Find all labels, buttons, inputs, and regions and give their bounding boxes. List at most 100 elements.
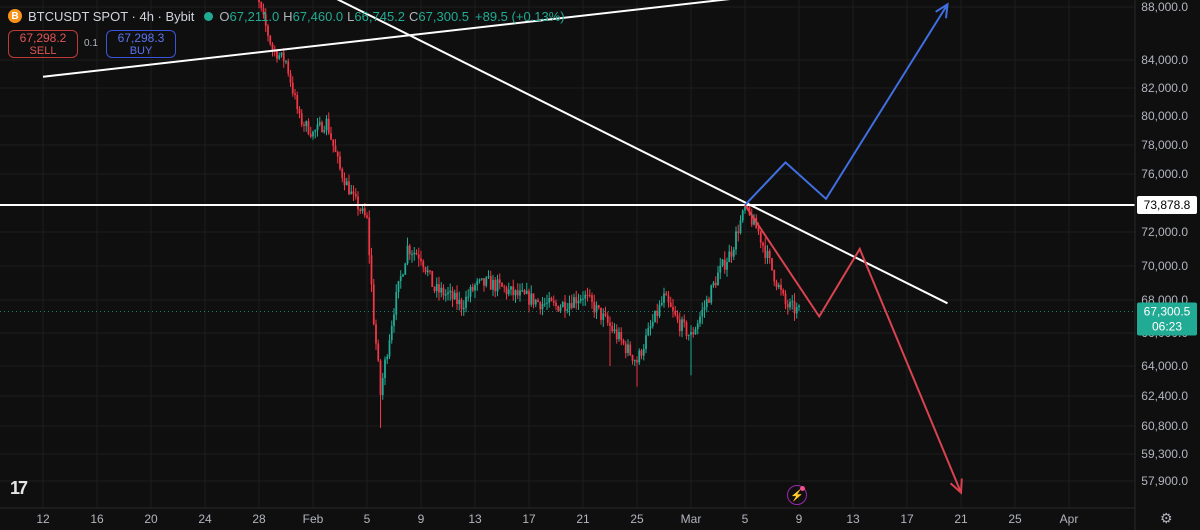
- candle-body: [379, 360, 382, 396]
- candle-body: [618, 331, 620, 340]
- candle-body: [316, 124, 319, 131]
- candle-body: [411, 254, 413, 256]
- candle-body: [503, 286, 506, 288]
- candle-body: [782, 289, 785, 294]
- candle-body: [435, 284, 438, 292]
- symbol-title[interactable]: BTCUSDT SPOT · 4h · Bybit: [28, 8, 195, 24]
- candle-body: [420, 258, 422, 262]
- candle-body: [390, 325, 393, 341]
- level-price-tag: [1137, 196, 1197, 214]
- candle-body: [651, 321, 654, 327]
- candle-body: [471, 286, 474, 291]
- candle-body: [658, 304, 661, 317]
- candle-body: [267, 25, 269, 36]
- candle-body: [480, 278, 483, 280]
- candle-body: [289, 73, 292, 83]
- time-tick-label: 5: [364, 512, 371, 526]
- candle-body: [676, 314, 679, 320]
- candle-body: [588, 295, 591, 297]
- candle-body: [359, 209, 362, 212]
- candle-body: [717, 272, 719, 286]
- candle-body: [609, 322, 611, 326]
- price-tick-label: 88,000.0: [1141, 0, 1188, 14]
- time-tick-label: 9: [418, 512, 425, 526]
- candle-body: [683, 319, 686, 323]
- candle-body: [568, 303, 571, 310]
- candle-body: [732, 249, 735, 257]
- tradingview-logo[interactable]: 17: [10, 478, 28, 498]
- candle-body: [552, 301, 555, 303]
- candle-body: [696, 323, 699, 330]
- candle-body: [523, 290, 526, 294]
- candle-body: [750, 214, 753, 225]
- candle-body: [726, 262, 728, 270]
- candle-body: [269, 35, 272, 44]
- candle-body: [793, 301, 796, 314]
- candle-body: [613, 329, 616, 332]
- candle-body: [624, 343, 627, 353]
- price-tick-label: 57,900.0: [1141, 474, 1188, 488]
- price-tick-label: 72,000.0: [1141, 225, 1188, 239]
- candle-body: [465, 296, 467, 308]
- candle-body: [633, 360, 636, 362]
- candle-body: [287, 61, 290, 74]
- candle-body: [332, 139, 335, 146]
- candle-body: [280, 52, 283, 56]
- market-status-icon: [204, 11, 214, 21]
- candle-body: [336, 151, 339, 157]
- candle-body: [395, 291, 398, 315]
- candle-body: [327, 118, 330, 134]
- trendline: [336, 0, 948, 305]
- candle-body: [354, 193, 357, 197]
- price-tick-label: 78,000.0: [1141, 138, 1188, 152]
- candle-body: [404, 263, 407, 275]
- sell-button[interactable]: 67,298.2 SELL: [8, 30, 78, 58]
- price-tick-label: 84,000.0: [1141, 53, 1188, 67]
- candle-body: [413, 252, 416, 255]
- candle-body: [543, 303, 546, 305]
- candle-body: [777, 284, 780, 288]
- candle-body: [357, 196, 359, 210]
- candle-body: [321, 122, 323, 133]
- candle-body: [705, 299, 708, 308]
- candle-body: [422, 261, 425, 268]
- candle-body: [433, 286, 436, 292]
- candle-body: [449, 290, 452, 293]
- price-axis: 88,000.0 84,000.0 82,000.0 80,000.0 78,000.0…: [1134, 0, 1197, 530]
- candle-body: [575, 297, 578, 304]
- candle-body: [478, 279, 481, 281]
- close-key: C: [409, 8, 419, 24]
- current-price-tag: [1137, 302, 1197, 336]
- candle-body: [703, 307, 706, 310]
- buy-button[interactable]: 67,298.3 BUY: [106, 30, 176, 58]
- lightning-icon[interactable]: ⚡: [787, 485, 807, 505]
- gear-icon[interactable]: ⚙: [1160, 510, 1173, 526]
- candle-body: [417, 254, 420, 259]
- candle-body: [678, 319, 681, 332]
- candle-body: [348, 181, 350, 195]
- candle-body: [744, 206, 746, 211]
- candle-body: [611, 325, 614, 332]
- candle-body: [352, 191, 355, 194]
- candle-body: [528, 290, 530, 305]
- candle-body: [672, 307, 674, 311]
- candle-body: [775, 281, 778, 288]
- candle-body: [701, 309, 704, 317]
- candle-body: [451, 290, 454, 300]
- candle-body: [447, 292, 449, 295]
- candle-body: [604, 313, 607, 316]
- candle-body: [438, 284, 440, 293]
- candle-body: [381, 378, 384, 396]
- candle-body: [768, 250, 771, 258]
- candle-body: [690, 332, 692, 335]
- candle-body: [501, 283, 503, 287]
- candle-body: [642, 349, 645, 356]
- candle-body: [708, 299, 710, 303]
- candle-body: [699, 316, 701, 324]
- candle-body: [397, 281, 400, 292]
- candle-body: [258, 0, 260, 3]
- trendline: [42, 0, 731, 78]
- spread-value: 0.1: [84, 38, 98, 49]
- candle-body: [453, 292, 456, 300]
